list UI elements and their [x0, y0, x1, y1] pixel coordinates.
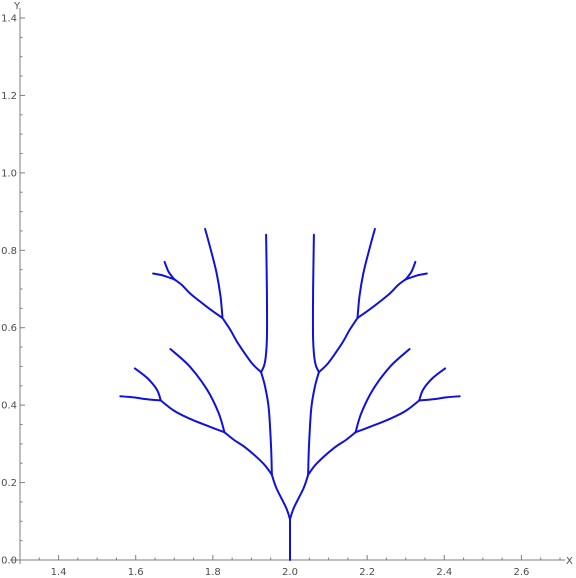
tree-branches	[119, 228, 461, 561]
tree-branch	[354, 348, 411, 434]
tree-branch	[173, 278, 224, 319]
y-tick-label: 0.8	[1, 246, 17, 257]
x-axis-title: X	[566, 556, 573, 567]
tree-branch	[418, 395, 461, 402]
tree-branch	[307, 371, 320, 476]
x-tick-label: 2.2	[359, 567, 375, 578]
tree-branch	[221, 317, 263, 374]
y-axis-title: Y	[13, 1, 21, 12]
y-tick-label: 1.2	[1, 91, 17, 102]
tree-branch	[404, 272, 428, 281]
tree-branch	[418, 367, 447, 402]
tree-branch	[289, 473, 310, 521]
tree-branch	[223, 431, 273, 476]
y-tick-label: 0.2	[1, 478, 17, 489]
tree-branch	[163, 260, 176, 281]
tree-branch	[169, 348, 226, 434]
tree-branch	[204, 228, 224, 319]
y-tick-label: 1.4	[1, 14, 17, 25]
y-ticks: 0.0 0.2 0.4 0.6 0.8 1.0 1.2 1.4	[1, 14, 25, 567]
x-tick-label: 1.8	[205, 567, 221, 578]
x-tick-label: 1.6	[128, 567, 144, 578]
x-ticks: 1.4 1.6 1.8 2.0 2.2 2.4 2.6	[19, 555, 561, 578]
tree-branch	[260, 371, 273, 476]
tree-branch	[356, 278, 407, 319]
tree-branch	[260, 233, 269, 374]
y-tick-label: 0.6	[1, 323, 17, 334]
x-tick-label: 1.4	[51, 567, 67, 578]
x-tick-label: 2.6	[513, 567, 529, 578]
tree-branch	[307, 431, 357, 476]
tree-branch	[404, 260, 417, 281]
y-tick-label: 0.4	[1, 401, 17, 412]
y-tick-label: 1.0	[1, 168, 17, 179]
tree-branch	[159, 399, 226, 434]
tree-branch	[354, 399, 421, 434]
y-tick-label: 0.0	[1, 556, 17, 567]
x-tick-label: 2.0	[282, 567, 298, 578]
tree-branch	[317, 317, 359, 374]
tree-branch	[270, 473, 291, 521]
tree-branch	[152, 272, 176, 281]
tree-branch	[311, 233, 320, 374]
tree-branch	[133, 367, 162, 402]
tree-branch	[356, 228, 376, 319]
tree-branch	[119, 395, 162, 402]
x-tick-label: 2.4	[436, 567, 452, 578]
